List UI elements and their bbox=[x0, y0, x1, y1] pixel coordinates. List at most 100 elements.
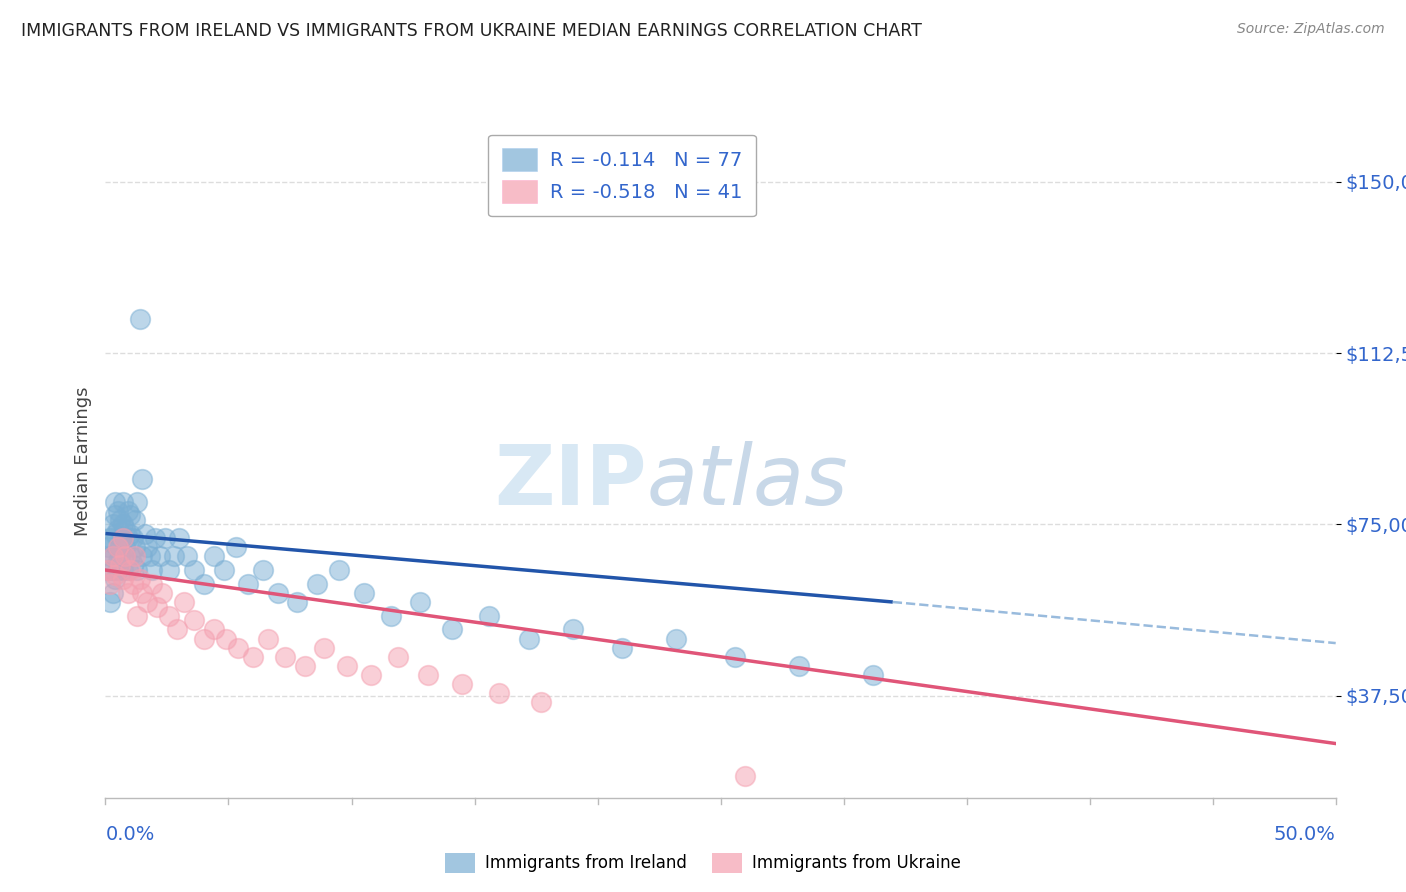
Point bbox=[117, 586, 139, 600]
Point bbox=[120, 563, 141, 577]
Point bbox=[124, 549, 146, 564]
Point bbox=[252, 563, 274, 577]
Point bbox=[124, 540, 146, 554]
Point bbox=[114, 540, 136, 554]
Point bbox=[111, 517, 134, 532]
Point bbox=[236, 576, 259, 591]
Point bbox=[441, 623, 464, 637]
Point bbox=[107, 504, 129, 518]
Text: Source: ZipAtlas.com: Source: ZipAtlas.com bbox=[1237, 22, 1385, 37]
Point bbox=[110, 558, 132, 573]
Point bbox=[149, 549, 172, 564]
Point bbox=[242, 649, 264, 664]
Point bbox=[131, 586, 153, 600]
Point bbox=[257, 632, 280, 646]
Point bbox=[409, 595, 432, 609]
Point bbox=[202, 623, 225, 637]
Point bbox=[451, 677, 474, 691]
Point bbox=[193, 632, 215, 646]
Point bbox=[360, 668, 382, 682]
Point bbox=[724, 649, 747, 664]
Point bbox=[136, 595, 159, 609]
Point bbox=[104, 572, 127, 586]
Point bbox=[101, 517, 124, 532]
Point bbox=[215, 632, 238, 646]
Point bbox=[787, 659, 810, 673]
Point bbox=[353, 586, 375, 600]
Point bbox=[562, 623, 585, 637]
Point bbox=[163, 549, 186, 564]
Point bbox=[101, 563, 124, 577]
Point bbox=[127, 494, 149, 508]
Point bbox=[104, 494, 127, 508]
Point bbox=[129, 572, 152, 586]
Point bbox=[274, 649, 297, 664]
Point bbox=[138, 549, 162, 564]
Point bbox=[176, 549, 198, 564]
Point bbox=[150, 586, 173, 600]
Point bbox=[131, 549, 153, 564]
Point bbox=[159, 608, 180, 623]
Point bbox=[98, 595, 122, 609]
Legend: R = -0.114   N = 77, R = -0.518   N = 41: R = -0.114 N = 77, R = -0.518 N = 41 bbox=[488, 135, 756, 217]
Point bbox=[131, 472, 153, 486]
Point bbox=[610, 640, 633, 655]
Point bbox=[101, 586, 124, 600]
Point bbox=[287, 595, 309, 609]
Point bbox=[111, 572, 134, 586]
Point bbox=[183, 563, 205, 577]
Point bbox=[336, 659, 357, 673]
Point bbox=[862, 668, 884, 682]
Point bbox=[127, 608, 149, 623]
Point bbox=[159, 563, 180, 577]
Text: atlas: atlas bbox=[647, 442, 848, 523]
Text: 0.0%: 0.0% bbox=[105, 825, 155, 845]
Point bbox=[478, 608, 501, 623]
Point bbox=[117, 504, 139, 518]
Point bbox=[121, 576, 143, 591]
Point bbox=[97, 563, 120, 577]
Point bbox=[141, 563, 163, 577]
Point bbox=[530, 696, 553, 710]
Point bbox=[387, 649, 409, 664]
Point bbox=[121, 558, 143, 573]
Point bbox=[114, 549, 136, 564]
Point bbox=[141, 576, 163, 591]
Point bbox=[107, 522, 129, 536]
Point bbox=[166, 623, 188, 637]
Point bbox=[98, 576, 122, 591]
Point bbox=[169, 531, 191, 545]
Point bbox=[202, 549, 225, 564]
Text: IMMIGRANTS FROM IRELAND VS IMMIGRANTS FROM UKRAINE MEDIAN EARNINGS CORRELATION C: IMMIGRANTS FROM IRELAND VS IMMIGRANTS FR… bbox=[21, 22, 922, 40]
Point bbox=[104, 567, 127, 582]
Point bbox=[734, 768, 756, 782]
Point bbox=[193, 576, 215, 591]
Point bbox=[120, 549, 141, 564]
Legend: Immigrants from Ireland, Immigrants from Ukraine: Immigrants from Ireland, Immigrants from… bbox=[439, 847, 967, 880]
Point bbox=[101, 549, 124, 564]
Point bbox=[307, 576, 329, 591]
Point bbox=[212, 563, 235, 577]
Point bbox=[111, 563, 134, 577]
Point bbox=[136, 540, 159, 554]
Point bbox=[107, 563, 129, 577]
Point bbox=[110, 549, 132, 564]
Point bbox=[267, 586, 290, 600]
Point bbox=[97, 563, 120, 577]
Point bbox=[111, 531, 134, 545]
Point bbox=[107, 554, 129, 568]
Point bbox=[121, 531, 143, 545]
Point bbox=[111, 531, 134, 545]
Point bbox=[127, 563, 149, 577]
Point bbox=[129, 312, 152, 326]
Point bbox=[110, 540, 132, 554]
Point bbox=[314, 640, 336, 655]
Point bbox=[98, 531, 122, 545]
Point bbox=[488, 686, 510, 700]
Y-axis label: Median Earnings: Median Earnings bbox=[73, 387, 91, 536]
Point bbox=[146, 599, 169, 614]
Point bbox=[117, 531, 139, 545]
Point bbox=[117, 563, 139, 577]
Point bbox=[107, 540, 129, 554]
Point bbox=[104, 526, 127, 541]
